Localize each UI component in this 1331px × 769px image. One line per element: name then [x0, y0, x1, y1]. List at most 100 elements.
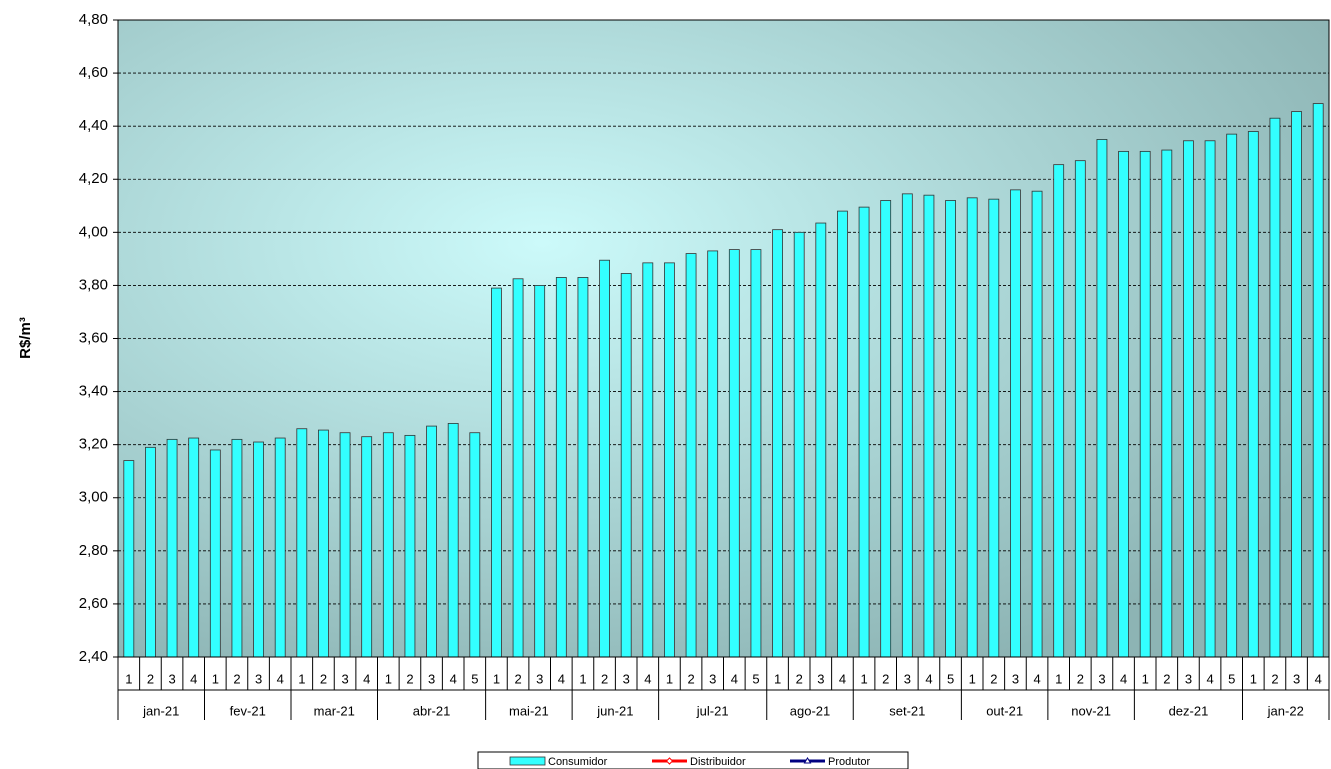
y-tick-label: 3,80 — [79, 276, 108, 293]
bar — [447, 423, 459, 658]
bar — [728, 249, 740, 658]
x-tick-label: 1 — [774, 671, 781, 686]
x-tick-label: 1 — [298, 671, 305, 686]
bar — [512, 278, 524, 658]
x-tick-label: 4 — [1206, 671, 1213, 686]
x-tick-label: 4 — [277, 671, 284, 686]
x-tick-label: 4 — [1120, 671, 1127, 686]
bar — [1204, 140, 1216, 658]
x-tick-label: 4 — [190, 671, 197, 686]
bar — [1161, 149, 1173, 658]
bar — [274, 437, 286, 658]
x-tick-label: 4 — [1033, 671, 1040, 686]
x-tick-label: 2 — [514, 671, 521, 686]
bar — [1247, 131, 1259, 658]
x-tick-label: 2 — [1077, 671, 1084, 686]
x-group-label: fev-21 — [230, 703, 266, 718]
bar — [209, 449, 221, 658]
x-group-label: dez-21 — [1169, 703, 1209, 718]
x-tick-label: 4 — [839, 671, 846, 686]
x-tick-label: 2 — [147, 671, 154, 686]
bar — [642, 262, 654, 658]
x-tick-label: 3 — [817, 671, 824, 686]
bar — [1139, 150, 1151, 658]
x-tick-label: 2 — [796, 671, 803, 686]
bar — [966, 197, 978, 658]
bar — [664, 262, 675, 658]
bar — [1312, 103, 1324, 658]
x-tick-label: 3 — [255, 671, 262, 686]
x-tick-label: 4 — [363, 671, 370, 686]
x-tick-label: 3 — [1012, 671, 1019, 686]
bar — [707, 250, 719, 658]
bar — [577, 277, 589, 658]
bar — [1031, 190, 1043, 658]
bar — [491, 287, 502, 658]
x-tick-label: 3 — [168, 671, 175, 686]
x-tick-label: 4 — [558, 671, 565, 686]
x-tick-label: 4 — [450, 671, 457, 686]
bar — [166, 438, 178, 658]
y-axis-title: R$/m³ — [17, 317, 34, 359]
x-group-label: set-21 — [889, 703, 925, 718]
bar — [188, 437, 200, 658]
x-group-label: ago-21 — [790, 703, 830, 718]
x-tick-label: 3 — [1098, 671, 1105, 686]
x-tick-label: 5 — [471, 671, 478, 686]
legend-box — [477, 751, 909, 769]
bar — [685, 253, 697, 658]
legend-label: Distribuidor — [690, 756, 746, 768]
bar — [1010, 189, 1021, 658]
x-tick-label: 2 — [1271, 671, 1278, 686]
x-group-label: jul-21 — [696, 703, 729, 718]
y-tick-label: 4,40 — [79, 117, 108, 134]
bar — [1291, 111, 1302, 658]
x-tick-label: 5 — [752, 671, 759, 686]
y-tick-label: 2,40 — [79, 648, 108, 665]
x-tick-label: 1 — [969, 671, 976, 686]
x-group-label: out-21 — [986, 703, 1023, 718]
bar — [837, 210, 848, 658]
x-group-label: mai-21 — [509, 703, 549, 718]
bar — [253, 441, 264, 658]
x-tick-label: 1 — [579, 671, 586, 686]
legend-marker — [665, 757, 674, 765]
y-tick-label: 3,60 — [79, 329, 108, 346]
legend-label: Produtor — [828, 756, 871, 768]
bar — [858, 206, 870, 658]
x-tick-label: 1 — [385, 671, 392, 686]
x-tick-label: 2 — [233, 671, 240, 686]
y-tick-label: 3,40 — [79, 383, 108, 400]
legend-label: Consumidor — [548, 756, 608, 768]
y-tick-label: 3,20 — [79, 436, 108, 453]
legend-swatch — [509, 756, 546, 766]
x-tick-label: 2 — [1163, 671, 1170, 686]
bar — [772, 229, 783, 658]
bar — [620, 273, 632, 658]
bar — [1074, 160, 1086, 658]
bar — [901, 193, 913, 658]
x-tick-label: 2 — [601, 671, 608, 686]
x-tick-label: 4 — [925, 671, 932, 686]
x-group-label: jan-21 — [142, 703, 179, 718]
x-tick-label: 4 — [731, 671, 738, 686]
x-tick-label: 3 — [709, 671, 716, 686]
bar — [599, 259, 610, 658]
x-tick-label: 1 — [125, 671, 132, 686]
bar — [793, 231, 805, 658]
x-tick-label: 1 — [1250, 671, 1257, 686]
x-tick-label: 3 — [1185, 671, 1192, 686]
x-tick-label: 1 — [1142, 671, 1149, 686]
x-group-label: jun-21 — [596, 703, 633, 718]
bar — [945, 200, 956, 658]
x-tick-label: 2 — [406, 671, 413, 686]
x-tick-label: 1 — [1055, 671, 1062, 686]
x-group-label: jan-22 — [1267, 703, 1304, 718]
plot-border — [117, 19, 1330, 658]
bar — [123, 460, 135, 658]
x-tick-label: 3 — [536, 671, 543, 686]
bar — [1226, 133, 1238, 658]
x-group-label: nov-21 — [1071, 703, 1111, 718]
bar — [555, 277, 567, 658]
